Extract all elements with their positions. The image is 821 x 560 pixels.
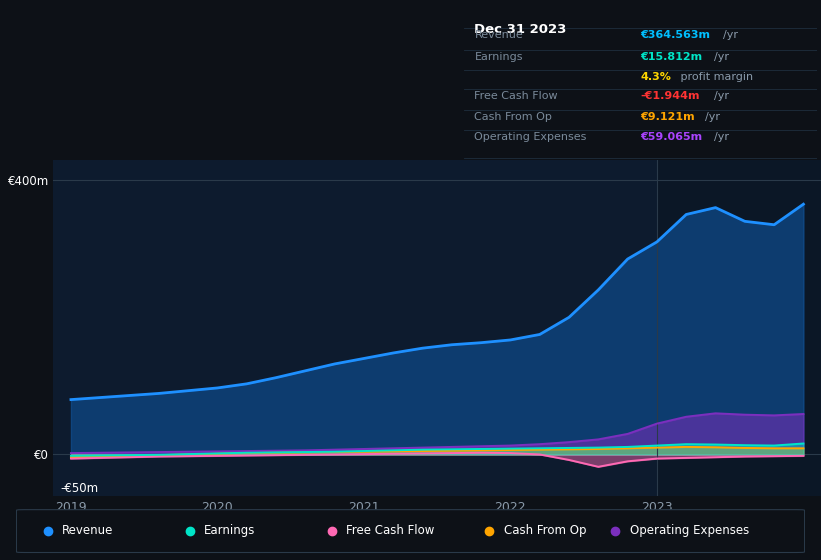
Text: Earnings: Earnings [475, 52, 523, 62]
Text: €364.563m: €364.563m [640, 30, 710, 40]
Text: Free Cash Flow: Free Cash Flow [346, 524, 434, 537]
Text: Free Cash Flow: Free Cash Flow [475, 91, 558, 101]
Text: -€50m: -€50m [61, 482, 99, 495]
Text: €9.121m: €9.121m [640, 112, 695, 122]
Bar [657, 160, 821, 496]
Text: Operating Expenses: Operating Expenses [475, 132, 587, 142]
Text: /yr: /yr [723, 30, 738, 40]
Text: Revenue: Revenue [62, 524, 113, 537]
Text: /yr: /yr [713, 52, 729, 62]
FancyBboxPatch shape [16, 510, 805, 553]
Text: €59.065m: €59.065m [640, 132, 703, 142]
Text: Dec 31 2023: Dec 31 2023 [475, 23, 566, 36]
Text: /yr: /yr [704, 112, 720, 122]
Text: Operating Expenses: Operating Expenses [630, 524, 749, 537]
Text: /yr: /yr [713, 91, 729, 101]
Text: Cash From Op: Cash From Op [503, 524, 586, 537]
Text: Revenue: Revenue [475, 30, 523, 40]
Text: Earnings: Earnings [204, 524, 255, 537]
Text: €15.812m: €15.812m [640, 52, 703, 62]
Text: -€1.944m: -€1.944m [640, 91, 699, 101]
Text: profit margin: profit margin [677, 72, 753, 82]
Text: Cash From Op: Cash From Op [475, 112, 553, 122]
Text: /yr: /yr [713, 132, 729, 142]
Text: 4.3%: 4.3% [640, 72, 672, 82]
